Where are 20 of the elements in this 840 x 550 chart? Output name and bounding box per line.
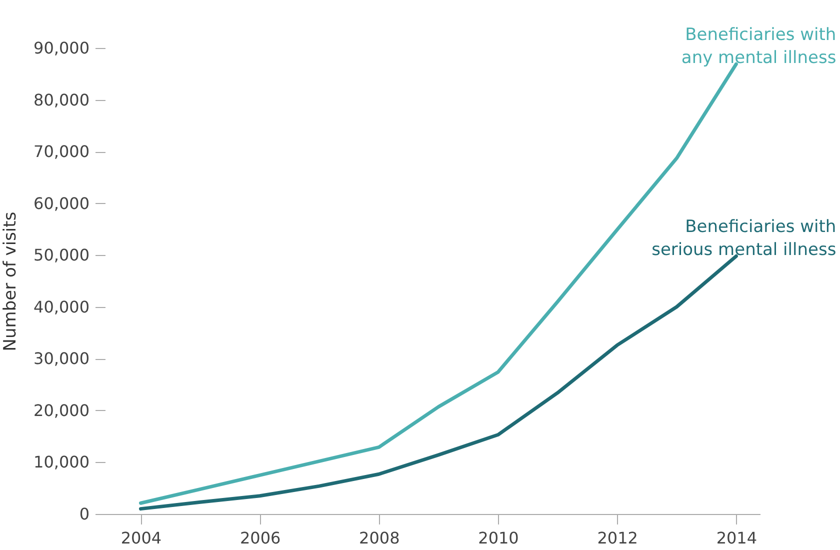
x-tick-label: 2004 xyxy=(120,528,162,548)
x-tick-label: 2014 xyxy=(716,528,758,548)
y-tick-label: 0 xyxy=(79,504,90,524)
y-tick-label: 10,000 xyxy=(34,452,90,472)
series-label: Beneficiaries with serious mental illness xyxy=(652,217,836,260)
series-label: Beneficiaries with any mental illness xyxy=(681,25,836,68)
y-tick-label: 30,000 xyxy=(34,349,90,368)
y-tick-label: 70,000 xyxy=(34,142,90,162)
y-tick-label: 60,000 xyxy=(34,194,90,213)
x-tick-label: 2008 xyxy=(359,528,400,548)
y-axis-title: Number of visits xyxy=(0,212,21,352)
x-tick-label: 2012 xyxy=(597,528,638,548)
y-tick-label: 20,000 xyxy=(34,400,90,420)
y-tick-label: 90,000 xyxy=(34,38,90,58)
x-tick-label: 2006 xyxy=(240,528,281,548)
x-tick-label: 2010 xyxy=(478,528,519,548)
y-tick-label: 80,000 xyxy=(34,90,90,110)
y-tick-label: 40,000 xyxy=(34,297,90,316)
line-series xyxy=(138,254,738,511)
y-tick-label: 50,000 xyxy=(34,246,90,265)
